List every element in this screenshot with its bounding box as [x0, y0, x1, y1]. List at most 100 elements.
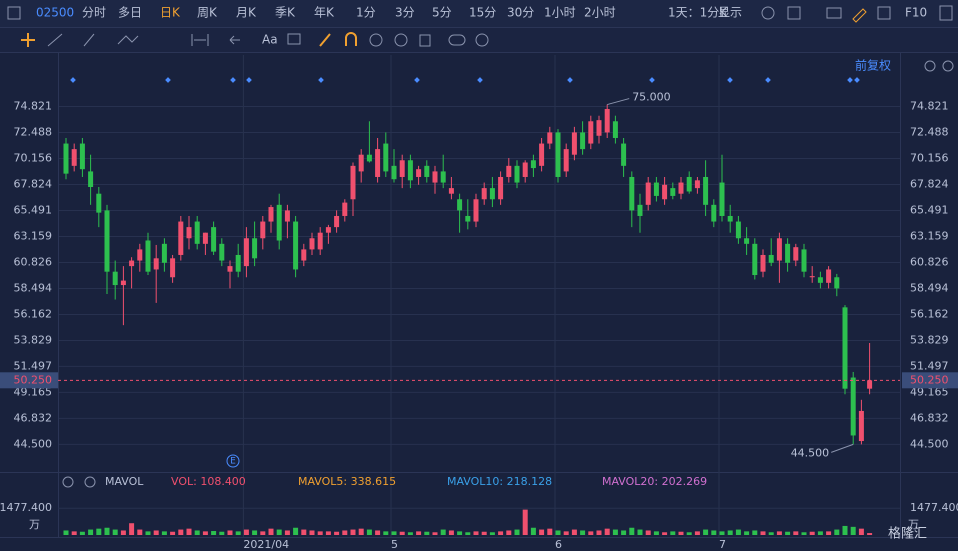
period-tab[interactable]: 30分	[507, 6, 534, 20]
checkbox[interactable]	[787, 6, 801, 20]
volume-bar	[137, 529, 143, 535]
display-menu[interactable]: 显示	[718, 6, 742, 20]
sync-tool[interactable]	[369, 33, 383, 47]
candle-body	[498, 176, 504, 200]
volume-bar	[120, 530, 126, 535]
volume-bar	[88, 529, 94, 535]
candle-body	[112, 271, 118, 286]
watermark: 格隆汇	[888, 526, 927, 542]
candle-body	[416, 169, 422, 177]
camera-icon[interactable]	[826, 7, 842, 19]
magnet-tool[interactable]	[319, 32, 357, 47]
candle-body	[473, 199, 479, 222]
period-tab[interactable]: 3分	[395, 6, 415, 20]
candle-body	[588, 121, 594, 144]
draw-icon[interactable]	[852, 8, 867, 23]
period-tab[interactable]: 2小时	[584, 6, 616, 20]
measure-tools[interactable]	[191, 34, 240, 46]
period-tab[interactable]: 多日	[118, 6, 142, 20]
volume-bar	[432, 532, 438, 535]
candle-body	[670, 188, 676, 196]
period-tab[interactable]: 年K	[314, 6, 335, 20]
candle-body	[71, 149, 77, 166]
settings-icon[interactable]	[761, 6, 775, 20]
period-tab[interactable]: 15分	[469, 6, 496, 20]
zoom-out[interactable]	[924, 60, 936, 72]
move-tool[interactable]	[21, 33, 35, 47]
indicator-close[interactable]	[84, 476, 96, 488]
stock-code[interactable]: 02500	[36, 6, 74, 20]
event-badge[interactable]	[226, 454, 240, 468]
period-tab[interactable]: 分时	[82, 6, 106, 20]
indicator-name[interactable]: MAVOL	[105, 475, 144, 488]
volume-bar	[670, 531, 676, 535]
volume-bar	[219, 531, 225, 535]
hide-tool[interactable]	[394, 33, 408, 47]
text-tool[interactable]: Aa	[262, 33, 278, 47]
candle-body	[686, 176, 692, 192]
y-tick-label: 72.488	[14, 126, 53, 139]
volume-bar	[678, 531, 684, 535]
volume-bar	[522, 509, 528, 535]
candle-body	[489, 188, 495, 200]
candle-body	[227, 266, 233, 272]
period-tab[interactable]: 1小时	[544, 6, 576, 20]
candle-body	[440, 171, 446, 183]
candle-body	[752, 243, 758, 276]
volume-bar	[325, 531, 331, 535]
indicator-settings[interactable]	[62, 476, 74, 488]
adjust-mode[interactable]: 前复权	[855, 58, 891, 73]
candle-body	[612, 121, 618, 138]
annotation-line	[607, 98, 630, 106]
y-tick-label: 67.824	[910, 178, 949, 191]
volume-bar	[170, 531, 176, 535]
candle-body	[481, 188, 487, 200]
volume-bar	[481, 531, 487, 535]
fullscreen-icon[interactable]	[877, 6, 891, 20]
volume-bar	[735, 529, 741, 535]
zoom-in[interactable]	[942, 60, 954, 72]
volume-bar	[407, 532, 413, 535]
candle-body	[760, 254, 766, 272]
y-tick-label: 58.494	[910, 281, 949, 294]
candle-body	[383, 143, 389, 172]
volume-bar	[571, 529, 577, 535]
period-tab[interactable]: 季K	[275, 6, 296, 20]
period-tab[interactable]: 月K	[236, 6, 257, 20]
event-badge-label: E	[230, 457, 236, 467]
candle-body	[735, 221, 741, 239]
candle-body	[776, 238, 782, 261]
candle-body	[637, 204, 643, 216]
candle-body	[694, 180, 700, 189]
period-tab[interactable]: 5分	[432, 6, 452, 20]
volume-bar	[711, 530, 717, 535]
panel-icon[interactable]	[939, 5, 953, 21]
y-tick-label: 65.491	[14, 204, 53, 217]
candle-body	[88, 171, 94, 188]
line-tools[interactable]	[47, 33, 139, 47]
volume-bar	[662, 532, 668, 535]
volume-bar	[555, 530, 561, 535]
volume-bar	[539, 529, 545, 535]
delete-tool[interactable]	[419, 34, 431, 47]
tool-settings[interactable]	[475, 33, 489, 47]
period-tab[interactable]: 周K	[197, 6, 218, 20]
period-tab[interactable]: 日K	[160, 6, 181, 20]
f10-button[interactable]: F10	[905, 6, 927, 20]
volume-bar	[801, 532, 807, 535]
volume-bar	[342, 530, 348, 535]
last-price-label: 50.250	[910, 373, 949, 386]
volume-bar	[785, 531, 791, 535]
volume-bar	[227, 530, 233, 535]
note-tool[interactable]	[287, 33, 301, 45]
candle-body	[555, 132, 561, 177]
indicator-value: MAVOL20: 202.269	[602, 475, 707, 488]
candle-body	[596, 120, 602, 136]
sidebar-toggle[interactable]	[7, 6, 21, 20]
period-select[interactable]: 1天：1分K	[668, 6, 728, 20]
x-tick-label: 2021/04	[243, 538, 289, 551]
y-tick-label: 70.156	[14, 152, 53, 165]
period-tab[interactable]: 1分	[356, 6, 376, 20]
candle-body	[334, 215, 340, 228]
link-tool[interactable]	[448, 34, 466, 46]
